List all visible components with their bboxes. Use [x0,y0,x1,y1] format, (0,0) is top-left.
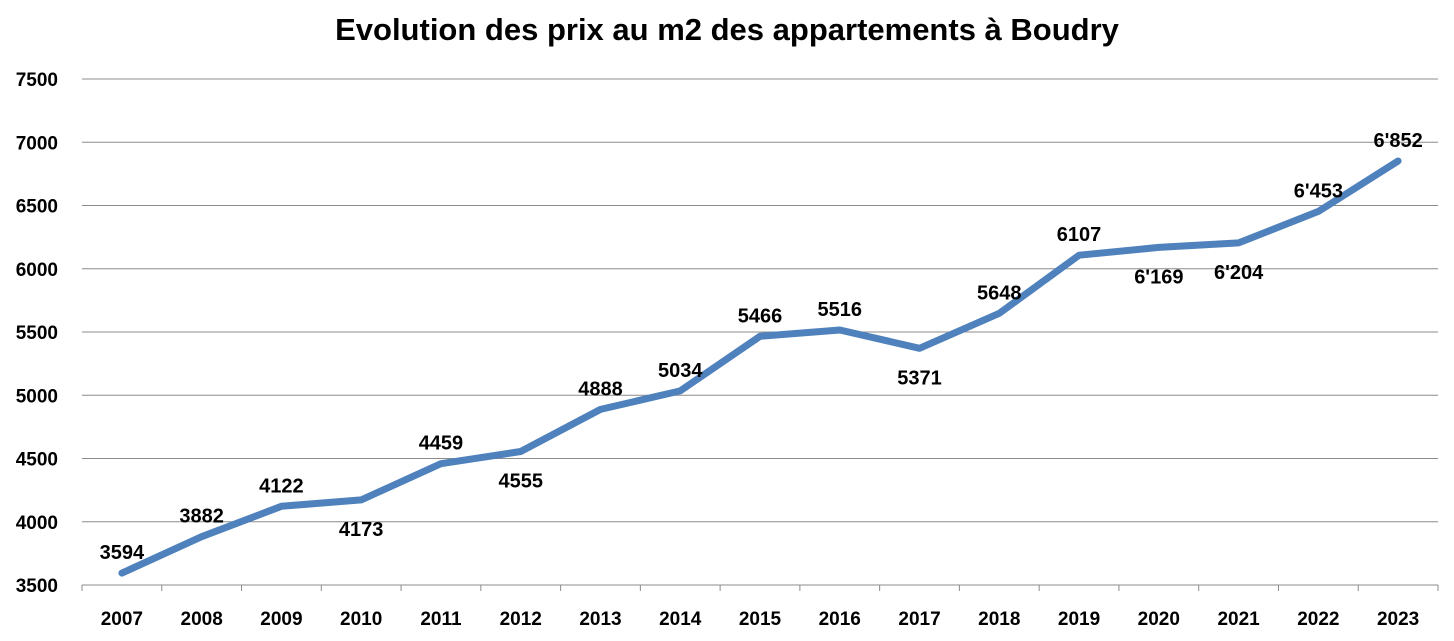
y-tick-label: 6500 [16,197,58,218]
y-tick-label: 4500 [16,450,58,471]
data-label: 6'169 [1134,266,1183,288]
x-tick-label: 2009 [260,609,302,630]
data-label: 4459 [419,433,464,455]
y-tick-label: 7500 [16,70,58,91]
y-tick-label: 5500 [16,323,58,344]
data-label: 3594 [100,542,145,564]
x-tick-label: 2012 [500,609,542,630]
y-tick-label: 7000 [16,133,58,154]
x-tick-label: 2021 [1217,609,1260,630]
x-tick-label: 2018 [978,609,1020,630]
chart-title: Evolution des prix au m2 des appartement… [335,12,1119,47]
x-tick-label: 2017 [898,609,940,630]
data-label: 6'453 [1294,180,1343,202]
x-tick-label: 2014 [659,609,702,630]
x-tick-label: 2022 [1297,609,1339,630]
y-tick-label: 3500 [16,576,58,597]
y-axis-labels: 3500 4000 4500 5000 5500 6000 6500 7000 7500 [16,70,58,597]
y-tick-label: 5000 [16,386,58,407]
data-label: 5466 [738,305,783,327]
y-tick-label: 4000 [16,513,58,534]
data-label: 5516 [818,299,863,321]
data-label: 6'204 [1214,262,1264,284]
data-label: 5034 [658,360,703,382]
x-tick-label: 2008 [181,609,223,630]
data-label: 6'852 [1373,130,1422,152]
data-labels: 3594 3882 4122 4173 4459 4555 4888 5034 5466 5516… [100,130,1423,564]
x-tick-label: 2015 [739,609,782,630]
y-tick-label: 6000 [16,260,58,281]
x-tick-label: 2007 [101,609,143,630]
x-tick-label: 2020 [1138,609,1180,630]
x-tick-label: 2023 [1377,609,1419,630]
x-tick-label: 2019 [1058,609,1100,630]
data-label: 5371 [897,367,942,389]
x-tick-label: 2016 [819,609,861,630]
series-layer [118,157,1402,577]
series-line [118,157,1402,577]
x-tick-label: 2010 [340,609,382,630]
x-axis-labels: 2007 2008 2009 2010 2011 2012 2013 2014 2015 2016… [101,609,1420,630]
data-label: 4888 [578,378,623,400]
data-label: 4122 [259,475,304,497]
x-tick-label: 2011 [420,609,462,630]
gridlines [81,78,1439,591]
data-label: 4555 [498,471,543,493]
data-label: 4173 [339,519,384,541]
data-label: 3882 [179,506,224,528]
data-label: 6107 [1057,224,1102,246]
x-tick-label: 2013 [579,609,621,630]
data-label: 5648 [977,282,1022,304]
